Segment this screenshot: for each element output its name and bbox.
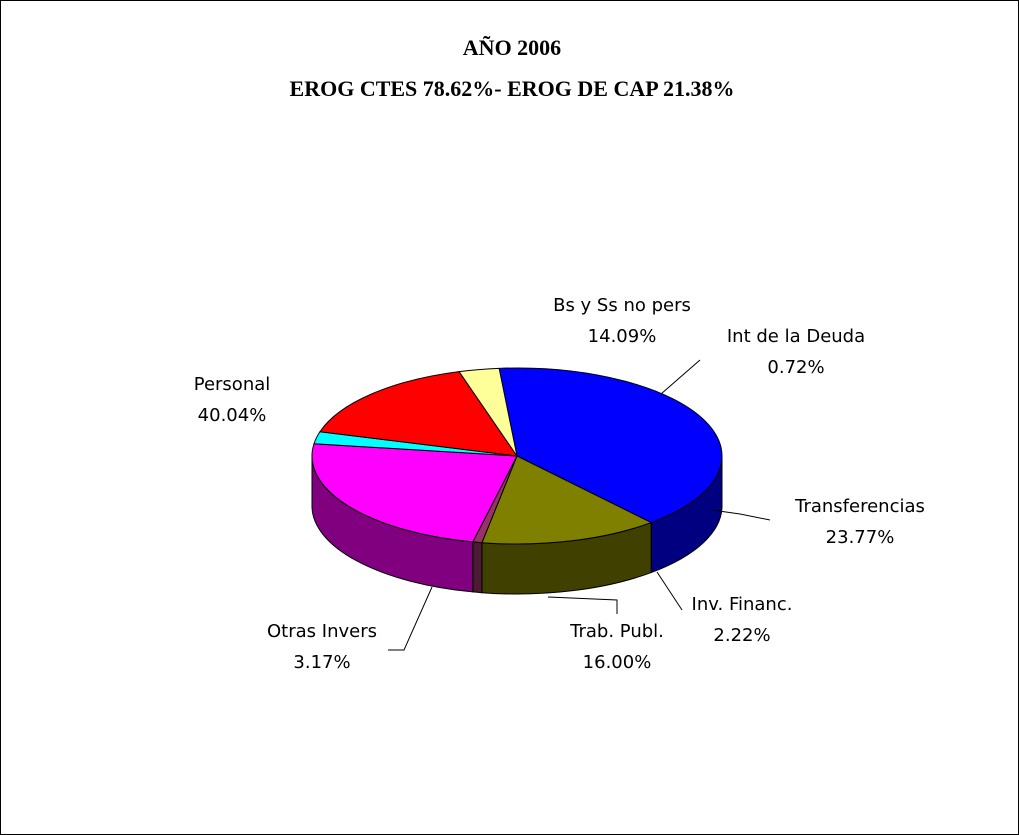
pie-side [472,541,483,594]
leader-line [656,571,683,611]
slice-label: Int de la Deuda [727,326,865,347]
slice-value-label: 23.77% [826,527,895,548]
leader-line [388,586,433,651]
leader-line [547,596,618,614]
slice-value-label: 0.72% [767,357,824,378]
pie-slice [481,455,653,545]
slice-label: Bs y Ss no pers [553,295,691,316]
leader-line [711,509,771,521]
chart-title: AÑO 2006 [463,35,561,60]
slice-value-label: 2.22% [713,625,770,646]
chart-subtitle: EROG CTES 78.62%- EROG DE CAP 21.38% [290,76,735,101]
pie-slice [319,371,519,457]
pie-slice [458,367,518,457]
slice-value-label: 16.00% [583,652,652,673]
slice-value-label: 40.04% [198,405,267,426]
slice-value-label: 3.17% [293,652,350,673]
slice-label: Trab. Publ. [569,621,664,642]
slice-label: Personal [194,374,271,395]
leader-line [660,359,701,395]
slice-label: Otras Invers [267,621,377,642]
pie-slice [311,443,518,543]
slice-label: Transferencias [794,496,925,517]
pie-slice [498,367,723,524]
slice-value-label: 14.09% [588,326,657,347]
slice-label: Inv. Financ. [692,594,793,615]
